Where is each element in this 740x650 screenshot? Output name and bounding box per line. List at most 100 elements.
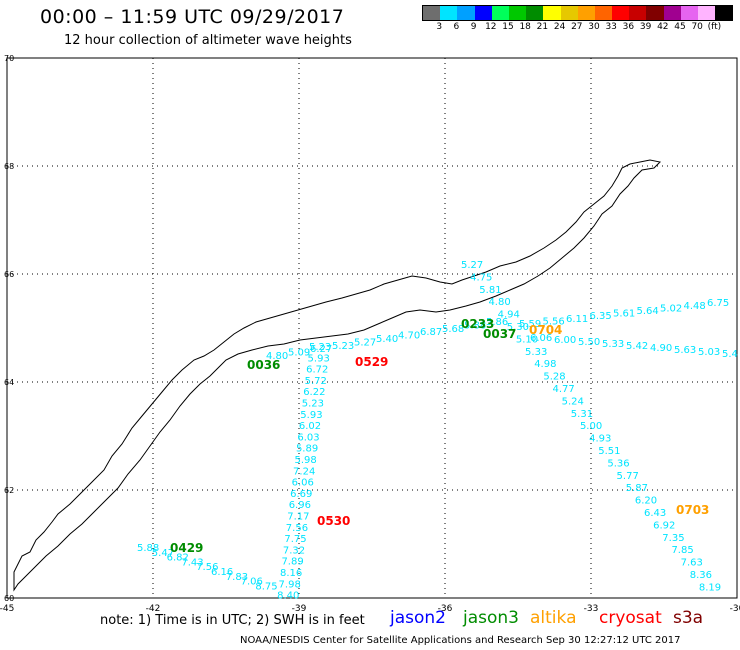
lat-tick-label: 66 bbox=[4, 270, 14, 279]
colorbar-swatch bbox=[663, 6, 681, 20]
swh-value: 6.69 bbox=[290, 489, 312, 500]
swh-value: 7.98 bbox=[279, 579, 301, 590]
colorbar-label: 21 bbox=[536, 22, 549, 32]
swh-value: 5.24 bbox=[562, 396, 584, 407]
colorbar-swatch bbox=[457, 6, 475, 20]
colorbar-swatch bbox=[629, 6, 647, 20]
swh-value: 4.94 bbox=[498, 310, 520, 321]
swh-value: 5.64 bbox=[637, 306, 659, 317]
pass-time-jason3: 0036 bbox=[247, 358, 280, 372]
colorbar-label: 9 bbox=[470, 22, 477, 32]
swh-value: 8.19 bbox=[699, 582, 721, 593]
swh-value: 5.33 bbox=[525, 347, 547, 358]
colorbar-label: (ft) bbox=[707, 22, 722, 32]
pass-time-altika: 0704 bbox=[529, 323, 562, 337]
gridlines bbox=[6, 57, 738, 599]
colorbar-label: 3 bbox=[436, 22, 443, 32]
swh-value: 8.16 bbox=[280, 568, 302, 579]
swh-value: 5.4 bbox=[722, 349, 738, 360]
swh-value: 7.63 bbox=[681, 558, 703, 569]
swh-value: 8.36 bbox=[690, 570, 712, 581]
swh-value: 6.02 bbox=[299, 421, 321, 432]
swh-value: 7.32 bbox=[283, 545, 305, 556]
swh-value: 4.48 bbox=[684, 301, 706, 312]
swh-value: 6.16 bbox=[211, 567, 233, 578]
swh-value: 5.09 bbox=[288, 348, 310, 359]
swh-value: 5.56 bbox=[543, 316, 565, 327]
colorbar-label: 70 bbox=[691, 22, 703, 32]
swh-value: 5.27 bbox=[461, 260, 483, 271]
legend-s3a: s3a bbox=[673, 608, 704, 628]
swh-value: 7.56 bbox=[286, 523, 308, 534]
lat-tick-label: 62 bbox=[4, 486, 14, 495]
colorbar-swatch bbox=[440, 6, 458, 20]
swh-value: 6.96 bbox=[289, 500, 311, 511]
pass-time-jason3: 0233 bbox=[461, 317, 494, 331]
colorbar-swatch bbox=[526, 6, 544, 20]
swh-value: 5.98 bbox=[295, 455, 317, 466]
swh-value: 5.89 bbox=[296, 444, 318, 455]
swh-value: 5.00 bbox=[580, 421, 602, 432]
colorbar-label: 18 bbox=[519, 22, 531, 32]
colorbar-label: 30 bbox=[588, 22, 600, 32]
colorbar-swatch bbox=[491, 6, 509, 20]
colorbar-swatch bbox=[543, 6, 561, 20]
swh-value: 7.43 bbox=[181, 557, 203, 568]
swh-value: 4.70 bbox=[398, 331, 420, 342]
swh-value: 5.42 bbox=[626, 341, 648, 352]
colorbar-swatch bbox=[594, 6, 613, 20]
colorbar-swatch bbox=[680, 6, 698, 20]
colorbar-swatch bbox=[474, 6, 492, 20]
swh-value: 6.00 bbox=[554, 335, 576, 346]
map-subtitle: 12 hour collection of altimeter wave hei… bbox=[64, 33, 352, 48]
colorbar-label: 33 bbox=[605, 22, 617, 32]
colorbar-label: 42 bbox=[657, 22, 669, 32]
swh-value: 5.47 bbox=[152, 548, 174, 559]
swh-value: 6.11 bbox=[566, 314, 588, 325]
swh-value: 7.89 bbox=[281, 557, 303, 568]
lat-tick-label: 64 bbox=[4, 378, 14, 387]
lon-tick-label: -42 bbox=[146, 604, 161, 614]
colorbar-label: 12 bbox=[485, 22, 497, 32]
swh-value: 5.88 bbox=[464, 320, 486, 331]
swh-value: 7.24 bbox=[293, 466, 315, 477]
legend-altika: altika bbox=[530, 608, 577, 628]
colorbar-label: 15 bbox=[502, 22, 514, 32]
swh-value: 6.82 bbox=[167, 553, 189, 564]
swh-value: 5.88 bbox=[137, 543, 159, 554]
pass-time-jason3: 0429 bbox=[170, 541, 203, 555]
swh-value: 5.40 bbox=[376, 334, 398, 345]
swh-value: 5.51 bbox=[598, 446, 620, 457]
swh-value: 5.28 bbox=[543, 372, 565, 383]
colorbar-label: 27 bbox=[571, 22, 583, 32]
swh-value: 6.75 bbox=[707, 298, 729, 309]
note-text: note: 1) Time is in UTC; 2) SWH is in fe… bbox=[100, 613, 365, 628]
lon-tick-label: -36 bbox=[438, 604, 453, 614]
lon-tick-label: -33 bbox=[584, 604, 599, 614]
lon-tick-label: -30 bbox=[730, 604, 740, 614]
pass-time-cryosat: 0529 bbox=[355, 355, 388, 369]
swh-value: 7.35 bbox=[662, 533, 684, 544]
swh-value: 4.77 bbox=[553, 384, 575, 395]
pass-time-altika: 0703 bbox=[676, 503, 709, 517]
swh-value: 7.75 bbox=[284, 534, 306, 545]
swh-value: 8.75 bbox=[255, 581, 277, 592]
swh-value: 6.87 bbox=[420, 327, 442, 338]
swh-value: 4.75 bbox=[470, 272, 492, 283]
lon-tick-label: -45 bbox=[0, 604, 14, 614]
colorbar-labels: 3 6 9 12 15 18 21 24 27 30 33 36 39 42 45 70 (ft) bbox=[422, 22, 732, 34]
swh-value: 5.23 bbox=[309, 342, 331, 353]
pass-time-cryosat: 0530 bbox=[317, 514, 350, 528]
swh-value: 5.23 bbox=[302, 399, 324, 410]
swh-value: 5.59 bbox=[519, 319, 541, 330]
swh-value: 4.98 bbox=[534, 359, 556, 370]
colorbar-label: 24 bbox=[553, 22, 566, 32]
swh-value: 6.20 bbox=[635, 496, 657, 507]
colorbar-swatch bbox=[508, 6, 527, 20]
lat-tick-label: 70 bbox=[4, 54, 14, 63]
swh-value: 8.40 bbox=[277, 591, 299, 602]
swh-value: 5.68 bbox=[442, 324, 464, 335]
swh-value: 7.83 bbox=[226, 572, 248, 583]
greenland-coastline bbox=[13, 159, 662, 592]
